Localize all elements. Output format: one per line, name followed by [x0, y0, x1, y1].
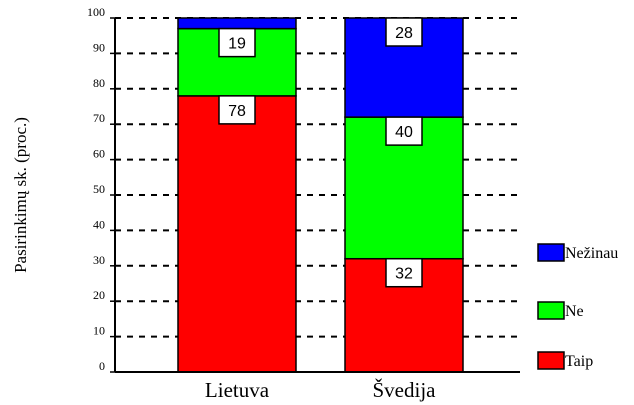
bar-segment-taip — [177, 95, 297, 373]
data-label-box — [385, 116, 423, 146]
data-labels: 78 19 32 40 28 — [218, 17, 423, 288]
y-tick-label: 30 — [93, 253, 105, 267]
legend-label: Ne — [565, 303, 584, 320]
data-label-box — [385, 257, 423, 288]
data-label: 40 — [395, 124, 413, 141]
x-tick-label: Švedija — [373, 378, 437, 402]
x-tick-label: Lietuva — [205, 378, 270, 402]
data-label: 28 — [395, 25, 413, 42]
data-label-box — [385, 17, 423, 47]
data-label: 78 — [228, 103, 246, 120]
legend-label: Nežinau — [565, 245, 618, 262]
legend-swatch-ne — [537, 301, 565, 320]
y-tick-label: 50 — [93, 182, 105, 196]
data-label: 19 — [228, 36, 246, 53]
data-label: 32 — [395, 266, 413, 283]
y-tick-label: 70 — [93, 111, 105, 125]
y-axis: 0 10 20 30 40 50 60 70 80 90 100 — [87, 5, 520, 373]
x-axis-labels: Lietuva Švedija — [205, 378, 436, 402]
bar-segments — [177, 17, 464, 373]
y-axis-title: Pasirinkimų sk. (proc.) — [11, 117, 30, 273]
y-tick-label: 100 — [87, 5, 105, 19]
y-tick-label: 40 — [93, 217, 105, 231]
legend-swatch-nežinau — [537, 243, 565, 262]
legend: Nežinau Ne Taip — [537, 243, 618, 370]
y-tick-label: 80 — [93, 76, 105, 90]
bar-segment-nežinau — [177, 17, 297, 30]
data-label-box — [218, 95, 256, 125]
data-label-box — [218, 27, 256, 58]
y-tick-label: 10 — [93, 324, 105, 338]
y-tick-label: 0 — [99, 359, 105, 373]
legend-swatch-taip — [537, 351, 565, 370]
y-tick-label: 20 — [93, 288, 105, 302]
legend-label: Taip — [565, 353, 593, 370]
y-tick-label: 90 — [93, 40, 105, 54]
y-tick-label: 60 — [93, 147, 105, 161]
